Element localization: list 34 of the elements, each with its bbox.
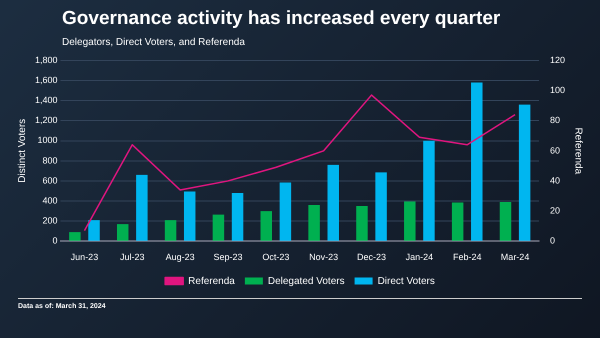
y-tick-label: 1,800	[34, 54, 58, 65]
y2-tick-label: 20	[550, 206, 560, 216]
x-tick-label: Jan-24	[406, 252, 434, 262]
y-tick-label: 0	[52, 236, 58, 246]
x-tick-label: Dec-23	[357, 252, 386, 262]
y2-tick-label: 40	[550, 175, 560, 186]
x-tick-label: Mar-24	[500, 252, 530, 262]
legend-label: Direct Voters	[378, 276, 435, 287]
y-tick-label: 600	[42, 175, 58, 186]
x-tick-label: Nov-23	[309, 252, 338, 262]
x-tick-label: Jul-23	[120, 252, 145, 262]
x-tick-label: Feb-24	[452, 252, 482, 262]
chart-subtitle: Delegators, Direct Voters, and Referenda	[62, 37, 245, 48]
y2-tick-label: 80	[550, 115, 560, 126]
y-tick-label: 800	[42, 155, 58, 166]
legend-label: Delegated Voters	[268, 276, 345, 287]
x-tick-label: Oct-23	[262, 252, 290, 262]
y-tick-label: 1,600	[34, 74, 58, 85]
y2-tick-label: 120	[550, 54, 566, 65]
y2-axis-title: Referenda	[572, 127, 584, 175]
x-tick-label: Aug-23	[166, 252, 195, 262]
y2-tick-label: 100	[550, 85, 566, 96]
y-tick-label: 1,200	[34, 115, 58, 126]
y-tick-label: 200	[42, 216, 58, 226]
y2-tick-label: 0	[550, 236, 555, 246]
y2-tick-label: 60	[550, 145, 560, 156]
y-tick-label: 1,400	[34, 95, 58, 106]
x-tick-label: Jun-23	[70, 252, 98, 262]
y-tick-label: 400	[42, 196, 58, 206]
y-axis-title: Distinct Voters	[16, 118, 28, 183]
chart-title: Governance activity has increased every quarter	[62, 8, 500, 30]
x-tick-label: Sep-23	[213, 252, 242, 262]
legend-label: Referenda	[188, 276, 236, 287]
y-tick-label: 1000	[37, 135, 58, 146]
